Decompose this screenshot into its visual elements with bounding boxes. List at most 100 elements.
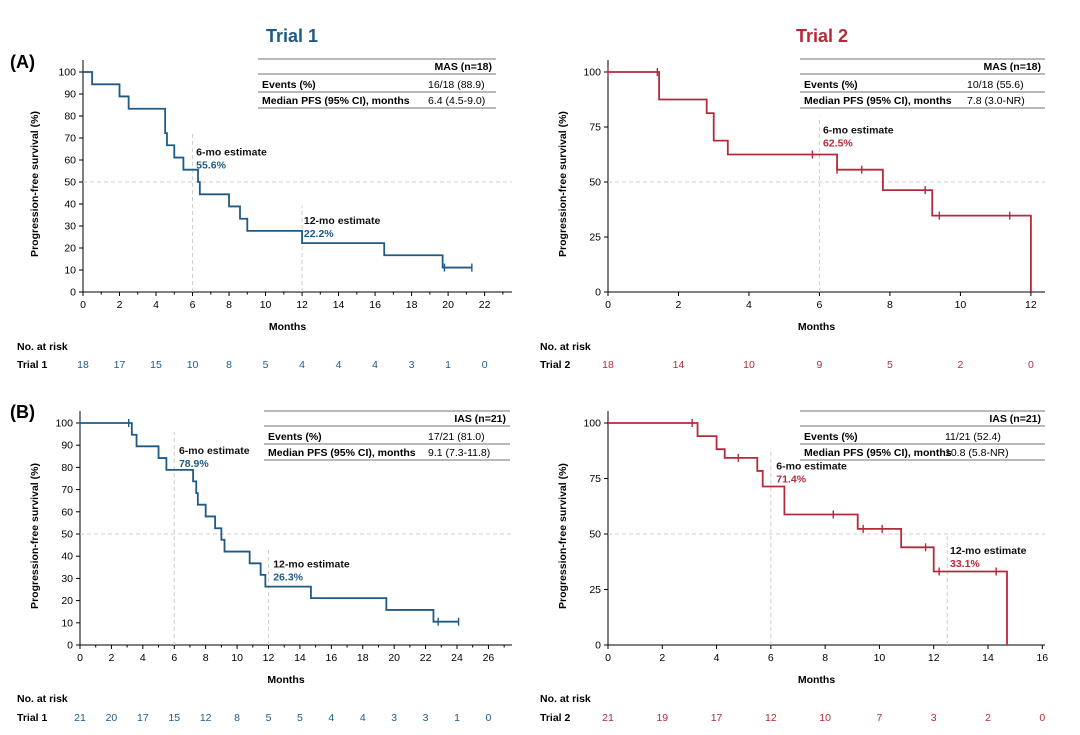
x-tick-label: 4 xyxy=(153,299,159,311)
y-tick-label: 40 xyxy=(61,551,73,563)
x-tick-label: 20 xyxy=(388,652,400,664)
x-tick-label: 2 xyxy=(676,299,682,311)
x-tick-label: 18 xyxy=(357,652,369,664)
x-tick-label: 6 xyxy=(190,299,196,311)
table-header: IAS (n=21) xyxy=(454,413,506,425)
km-curve xyxy=(80,422,459,623)
x-tick-label: 16 xyxy=(369,299,381,311)
x-tick-label: 8 xyxy=(822,652,828,664)
x-tick-label: 0 xyxy=(77,652,83,664)
y-tick-label: 0 xyxy=(70,287,76,299)
y-tick-label: 50 xyxy=(61,529,73,541)
y-tick-label: 80 xyxy=(64,111,76,123)
estimate-value: 55.6% xyxy=(196,160,226,172)
y-tick-label: 10 xyxy=(64,265,76,277)
risk-value: 5 xyxy=(266,712,272,724)
risk-value: 5 xyxy=(263,359,269,371)
y-tick-label: 100 xyxy=(583,67,601,79)
risk-value: 9 xyxy=(817,359,823,371)
estimate-label: 6-mo estimate xyxy=(196,147,267,159)
y-tick-label: 75 xyxy=(589,473,601,485)
x-tick-label: 6 xyxy=(817,299,823,311)
risk-value: 5 xyxy=(297,712,303,724)
x-tick-label: 20 xyxy=(442,299,454,311)
risk-value: 21 xyxy=(74,712,86,724)
estimate-value: 78.9% xyxy=(179,458,209,470)
risk-value: 7 xyxy=(877,712,883,724)
risk-value: 3 xyxy=(409,359,415,371)
y-tick-label: 100 xyxy=(55,418,73,430)
table-row-value: 17/21 (81.0) xyxy=(428,431,485,443)
y-tick-label: 30 xyxy=(64,221,76,233)
risk-value: 3 xyxy=(931,712,937,724)
risk-value: 17 xyxy=(711,712,723,724)
table-row-label: Events (%) xyxy=(804,431,858,443)
table-row-label: Median PFS (95% CI), months xyxy=(262,95,410,107)
table-row-label: Median PFS (95% CI), months xyxy=(268,447,416,459)
risk-value: 18 xyxy=(602,359,614,371)
estimate-value: 62.5% xyxy=(823,138,853,150)
km-curve xyxy=(83,71,472,269)
km-curve xyxy=(608,422,1008,645)
y-tick-label: 60 xyxy=(64,155,76,167)
x-tick-label: 18 xyxy=(406,299,418,311)
risk-value: 10 xyxy=(819,712,831,724)
km-curve xyxy=(608,71,1032,292)
table-row-label: Median PFS (95% CI), months xyxy=(804,447,952,459)
risk-value: 4 xyxy=(336,359,342,371)
x-tick-label: 26 xyxy=(483,652,495,664)
x-tick-label: 16 xyxy=(1036,652,1048,664)
x-axis-title: Months xyxy=(269,321,306,333)
risk-value: 19 xyxy=(656,712,668,724)
estimate-label: 6-mo estimate xyxy=(823,125,894,137)
y-tick-label: 25 xyxy=(589,232,601,244)
risk-row-label: Trial 2 xyxy=(540,359,571,371)
y-tick-label: 90 xyxy=(64,89,76,101)
x-tick-label: 2 xyxy=(117,299,123,311)
risk-heading: No. at risk xyxy=(540,341,591,353)
title-trial-1: Trial 1 xyxy=(266,26,318,46)
risk-value: 0 xyxy=(482,359,488,371)
table-header: MAS (n=18) xyxy=(435,61,492,73)
y-tick-label: 30 xyxy=(61,573,73,585)
x-tick-label: 10 xyxy=(874,652,886,664)
y-axis-title: Progression-free survival (%) xyxy=(29,111,41,257)
x-tick-label: 10 xyxy=(260,299,272,311)
table-row-label: Events (%) xyxy=(804,79,858,91)
x-tick-label: 12 xyxy=(296,299,308,311)
x-axis-title: Months xyxy=(798,674,835,686)
x-tick-label: 0 xyxy=(80,299,86,311)
y-tick-label: 20 xyxy=(64,243,76,255)
risk-value: 10 xyxy=(187,359,199,371)
x-tick-label: 2 xyxy=(108,652,114,664)
table-row-value: 9.1 (7.3-11.8) xyxy=(428,447,490,459)
risk-value: 17 xyxy=(114,359,126,371)
table-row-value: 6.4 (4.5-9.0) xyxy=(428,95,485,107)
risk-heading: No. at risk xyxy=(17,693,68,705)
x-axis-title: Months xyxy=(267,674,304,686)
risk-value: 14 xyxy=(673,359,685,371)
title-trial-2: Trial 2 xyxy=(796,26,848,46)
risk-value: 0 xyxy=(486,712,492,724)
estimate-label: 12-mo estimate xyxy=(304,215,381,227)
risk-heading: No. at risk xyxy=(17,341,68,353)
x-tick-label: 22 xyxy=(420,652,432,664)
risk-row-label: Trial 2 xyxy=(540,712,571,724)
table-row-label: Events (%) xyxy=(262,79,316,91)
estimate-label: 6-mo estimate xyxy=(179,445,250,457)
risk-value: 0 xyxy=(1039,712,1045,724)
y-tick-label: 60 xyxy=(61,506,73,518)
y-tick-label: 50 xyxy=(64,177,76,189)
y-tick-label: 25 xyxy=(589,584,601,596)
x-tick-label: 6 xyxy=(171,652,177,664)
table-row-value: 7.8 (3.0-NR) xyxy=(967,95,1025,107)
estimate-label: 12-mo estimate xyxy=(273,558,350,570)
x-tick-label: 10 xyxy=(231,652,243,664)
x-tick-label: 4 xyxy=(140,652,146,664)
risk-value: 0 xyxy=(1028,359,1034,371)
y-axis-title: Progression-free survival (%) xyxy=(29,463,41,609)
y-tick-label: 10 xyxy=(61,617,73,629)
x-tick-label: 0 xyxy=(605,652,611,664)
